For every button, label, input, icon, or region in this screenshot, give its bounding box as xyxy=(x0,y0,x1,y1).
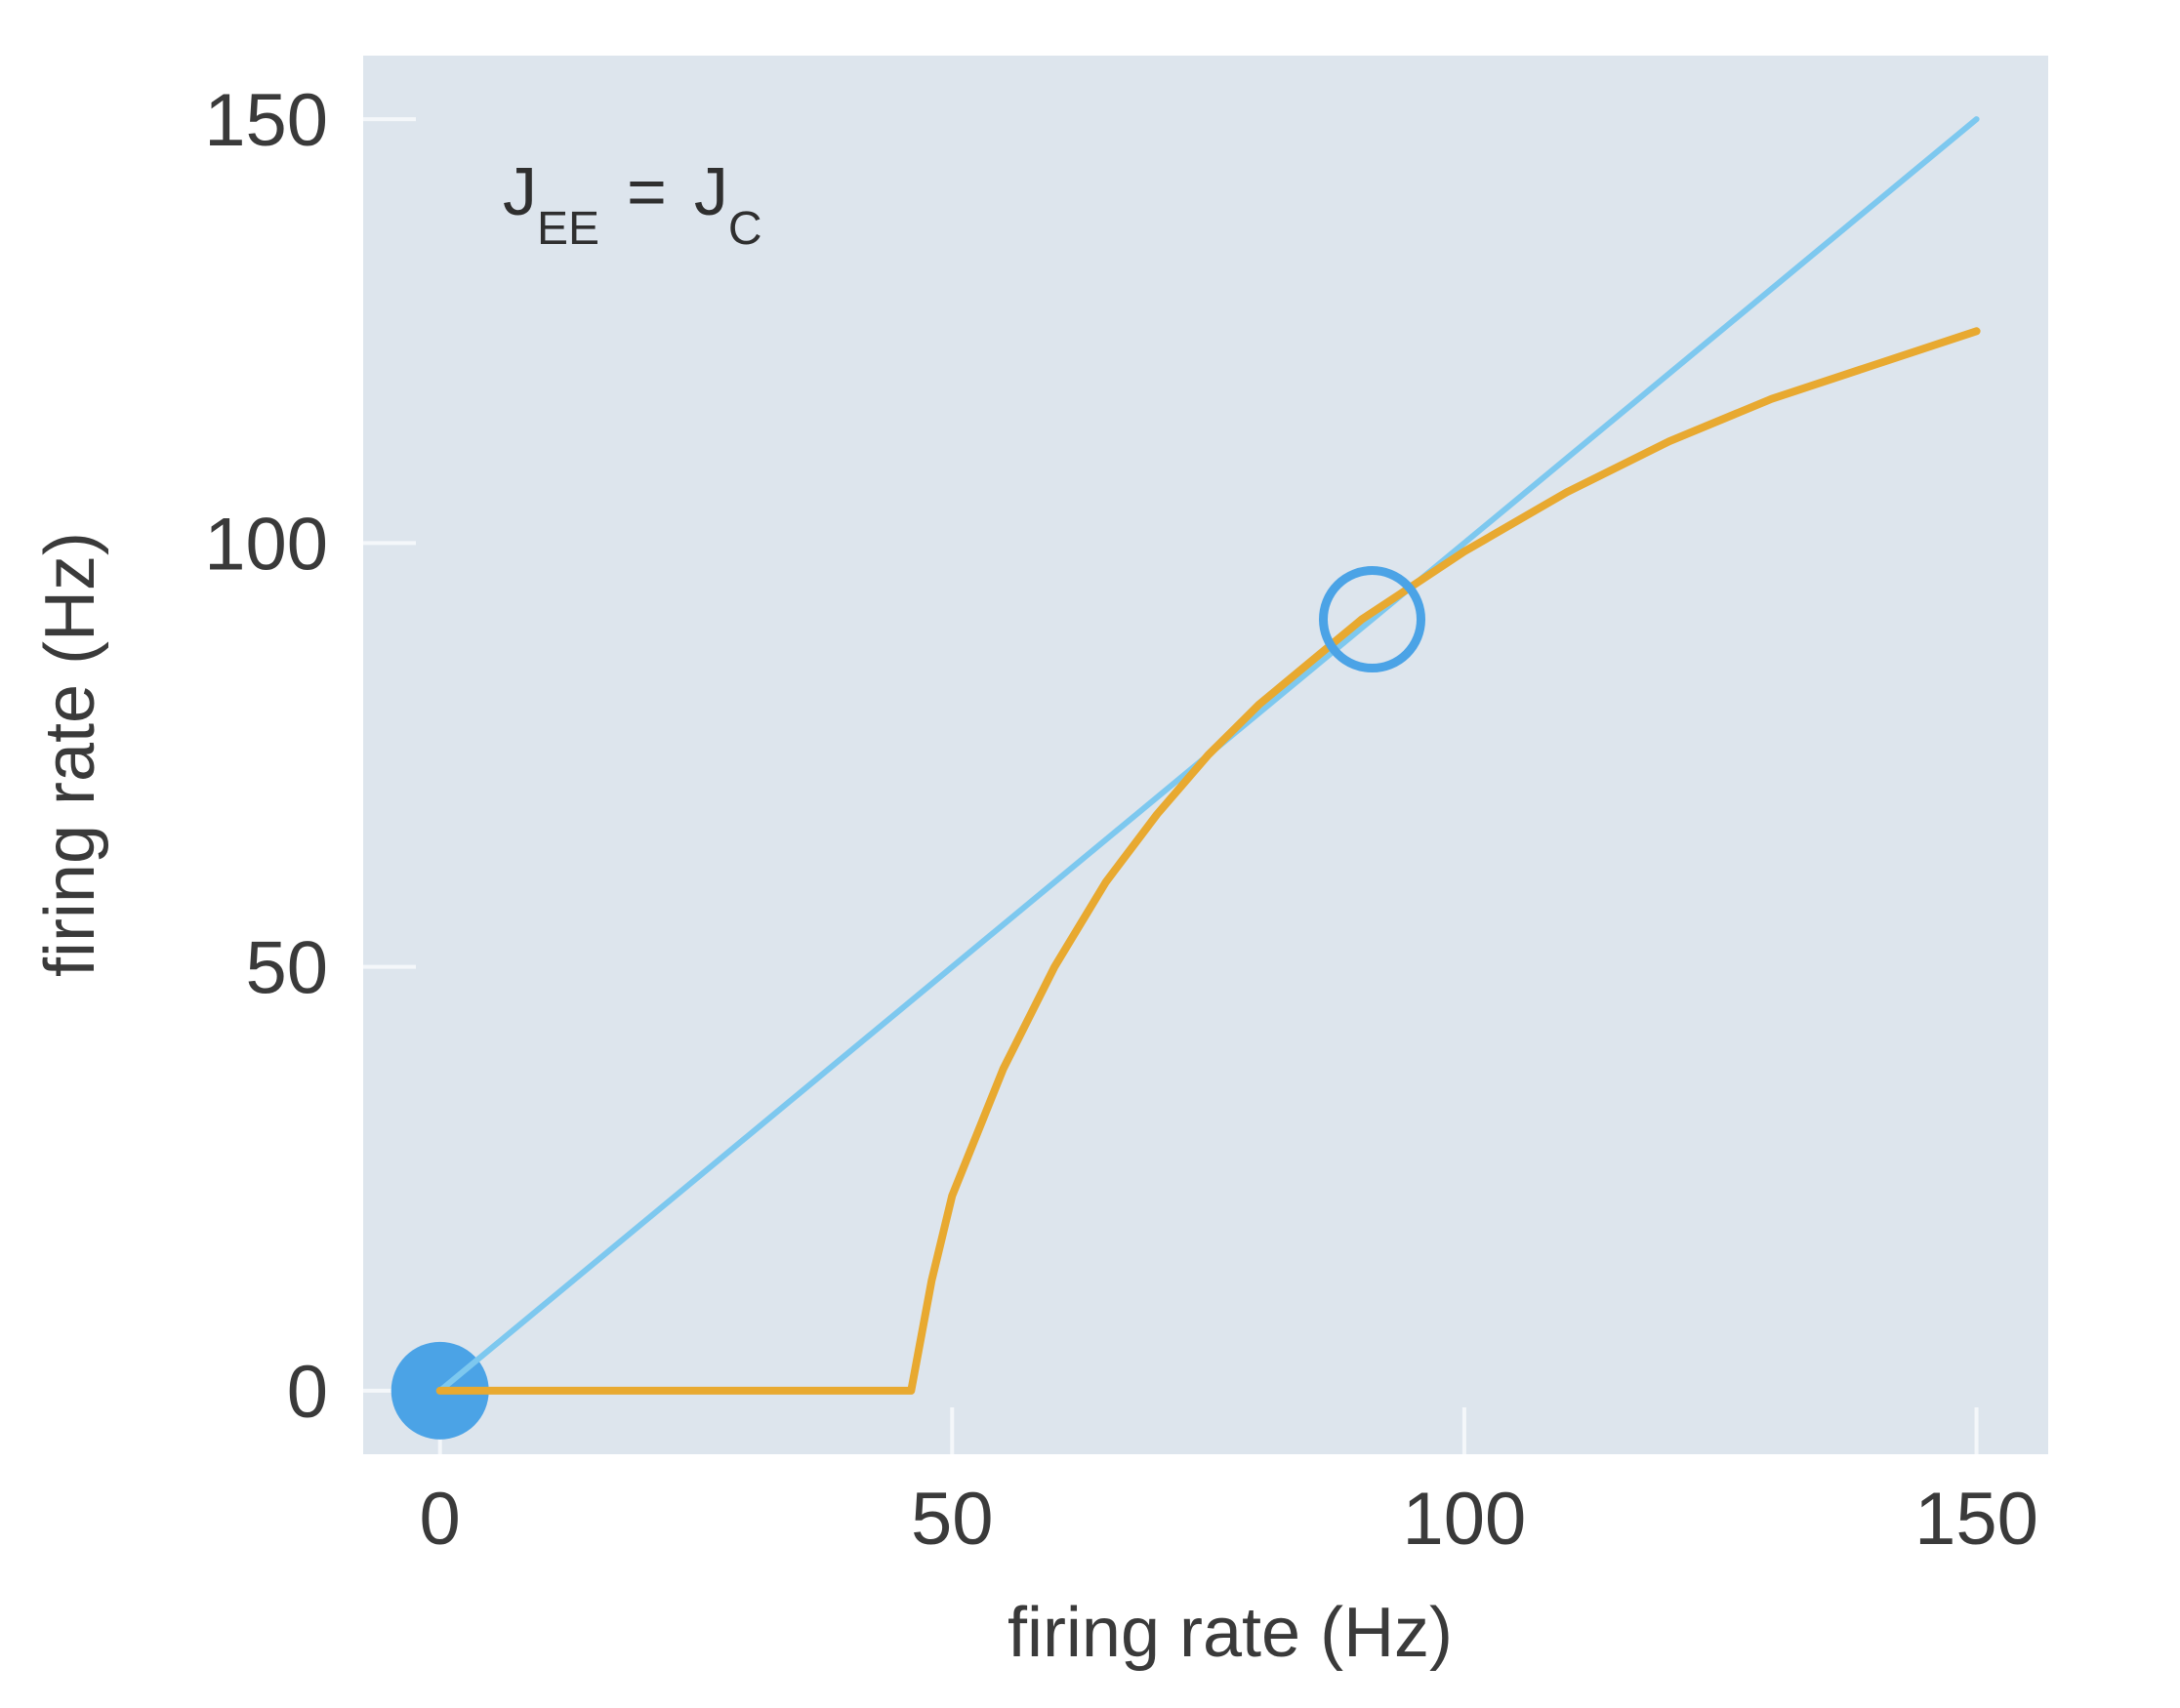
series-layer xyxy=(435,116,1981,1395)
annotation-j1: J xyxy=(503,153,537,229)
annotation-subscript-ee: EE xyxy=(537,203,599,255)
marker-layer xyxy=(1319,566,1426,673)
gain-curve xyxy=(435,327,1981,1395)
annotation-equals: = xyxy=(627,153,667,229)
x-tick-label: 150 xyxy=(1914,1478,2038,1561)
x-tick-label: 100 xyxy=(1403,1478,1527,1561)
y-tick-labels: 0 50 100 150 xyxy=(204,79,328,1434)
y-axis-label: firing rate (Hz) xyxy=(31,532,109,977)
y-tick-label: 150 xyxy=(204,79,328,162)
y-tick-label: 100 xyxy=(204,503,328,586)
x-tick-label: 0 xyxy=(420,1478,461,1561)
x-tick-labels: 0 50 100 150 xyxy=(420,1478,2038,1561)
x-tick-label: 50 xyxy=(911,1478,994,1561)
annotation-j2: J xyxy=(694,153,728,229)
annotation-subscript-c: C xyxy=(728,203,762,255)
y-tick-label: 50 xyxy=(245,927,328,1010)
x-axis-label: firing rate (Hz) xyxy=(1008,1594,1453,1672)
unstable-fixed-point-marker xyxy=(1319,566,1426,673)
y-tick-label: 0 xyxy=(287,1351,328,1434)
coupling-annotation: JEE = JC xyxy=(503,153,762,255)
